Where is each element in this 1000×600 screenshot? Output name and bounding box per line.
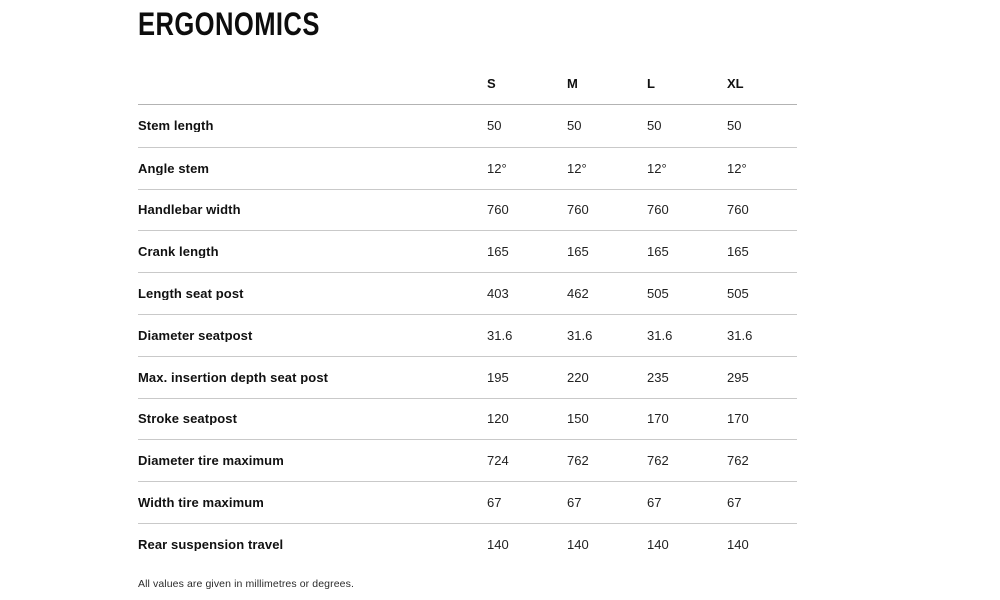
size-header-xl: XL bbox=[727, 77, 744, 90]
row-value-s: 195 bbox=[487, 370, 509, 384]
units-footnote: All values are given in millimetres or d… bbox=[138, 578, 354, 590]
table-row-width-tire-maximum: Width tire maximum 67 67 67 67 bbox=[138, 481, 797, 523]
row-label: Handlebar width bbox=[138, 203, 241, 217]
row-value-xl: 762 bbox=[727, 454, 749, 468]
row-label: Angle stem bbox=[138, 161, 210, 175]
table-row-handlebar-width: Handlebar width 760 760 760 760 bbox=[138, 188, 797, 231]
row-value-xl: 170 bbox=[727, 412, 749, 426]
row-value-l: 235 bbox=[647, 370, 669, 384]
row-value-m: 762 bbox=[567, 454, 589, 468]
row-value-xl: 295 bbox=[727, 370, 749, 384]
row-value-l: 50 bbox=[647, 119, 662, 133]
row-value-l: 31.6 bbox=[647, 328, 673, 342]
table-row-stroke-seatpost: Stroke seatpost 120 150 170 170 bbox=[138, 397, 797, 440]
table-row-max-insertion-depth: Max. insertion depth seat post 195 220 2… bbox=[138, 355, 797, 398]
table-row-length-seat-post: Length seat post 403 462 505 505 bbox=[138, 272, 797, 314]
row-label: Width tire maximum bbox=[138, 496, 264, 510]
row-value-m: 220 bbox=[567, 370, 589, 384]
row-value-l: 12° bbox=[647, 161, 667, 175]
table-header-row: S M L XL bbox=[138, 63, 797, 105]
row-value-s: 165 bbox=[487, 245, 509, 259]
row-value-s: 12° bbox=[487, 161, 507, 175]
table-row-diameter-seatpost: Diameter seatpost 31.6 31.6 31.6 31.6 bbox=[138, 313, 797, 356]
row-label: Stroke seatpost bbox=[138, 412, 238, 426]
row-value-m: 760 bbox=[567, 203, 589, 217]
row-value-xl: 165 bbox=[727, 245, 749, 259]
table-row-rear-suspension-travel: Rear suspension travel 140 140 140 140 bbox=[138, 522, 797, 565]
row-value-s: 31.6 bbox=[487, 328, 513, 342]
row-value-m: 12° bbox=[567, 161, 587, 175]
row-value-xl: 12° bbox=[727, 161, 747, 175]
row-label: Stem length bbox=[138, 119, 214, 133]
row-value-m: 150 bbox=[567, 412, 589, 426]
row-value-s: 140 bbox=[487, 537, 509, 551]
size-header-s: S bbox=[487, 77, 496, 90]
row-value-l: 505 bbox=[647, 287, 669, 301]
row-label: Max. insertion depth seat post bbox=[138, 370, 329, 384]
table-row-crank-length: Crank length 165 165 165 165 bbox=[138, 230, 797, 272]
row-label: Diameter tire maximum bbox=[138, 454, 284, 468]
row-value-m: 140 bbox=[567, 537, 589, 551]
table-row-stem-length: Stem length 50 50 50 50 bbox=[138, 105, 797, 147]
row-value-l: 140 bbox=[647, 537, 669, 551]
page-title: ERGONOMICS bbox=[138, 6, 320, 42]
row-value-xl: 505 bbox=[727, 287, 749, 301]
row-value-l: 760 bbox=[647, 203, 669, 217]
ergonomics-table: S M L XL Stem length 50 50 50 50 Angle s… bbox=[138, 63, 797, 565]
row-label: Crank length bbox=[138, 245, 219, 259]
row-value-m: 31.6 bbox=[567, 328, 593, 342]
size-header-l: L bbox=[647, 77, 655, 90]
row-value-xl: 31.6 bbox=[727, 328, 753, 342]
row-value-s: 120 bbox=[487, 412, 509, 426]
row-value-xl: 140 bbox=[727, 537, 749, 551]
row-value-l: 170 bbox=[647, 412, 669, 426]
row-value-m: 67 bbox=[567, 496, 582, 510]
row-value-m: 50 bbox=[567, 119, 582, 133]
row-value-l: 67 bbox=[647, 496, 662, 510]
table-row-diameter-tire-maximum: Diameter tire maximum 724 762 762 762 bbox=[138, 439, 797, 481]
row-label: Length seat post bbox=[138, 287, 244, 301]
row-value-s: 50 bbox=[487, 119, 502, 133]
row-value-s: 760 bbox=[487, 203, 509, 217]
row-value-xl: 50 bbox=[727, 119, 742, 133]
row-value-s: 724 bbox=[487, 454, 509, 468]
table-row-angle-stem: Angle stem 12° 12° 12° 12° bbox=[138, 146, 797, 189]
row-value-s: 403 bbox=[487, 287, 509, 301]
row-value-xl: 67 bbox=[727, 496, 742, 510]
row-value-xl: 760 bbox=[727, 203, 749, 217]
row-value-m: 462 bbox=[567, 287, 589, 301]
row-value-s: 67 bbox=[487, 496, 502, 510]
row-label: Rear suspension travel bbox=[138, 537, 284, 551]
row-value-l: 762 bbox=[647, 454, 669, 468]
row-value-m: 165 bbox=[567, 245, 589, 259]
size-header-m: M bbox=[567, 77, 578, 90]
row-value-l: 165 bbox=[647, 245, 669, 259]
row-label: Diameter seatpost bbox=[138, 328, 253, 342]
